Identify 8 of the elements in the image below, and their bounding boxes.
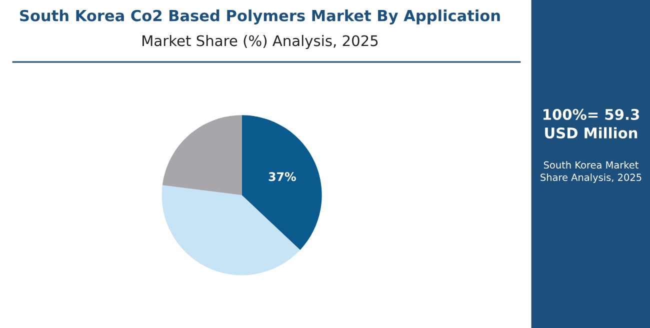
pie-slice [242, 115, 322, 250]
chart-subtitle: Market Share (%) Analysis, 2025 [142, 34, 378, 50]
pie-slice [162, 185, 300, 276]
chart-title: South Korea Co2 Based Polymers Market By Application [20, 10, 500, 24]
pie-slice [162, 115, 242, 196]
data-label: 37% [268, 172, 296, 182]
text: South Korea Market Share Analysis, 2025 [540, 161, 642, 183]
text: 100%= 59.3 USD Million [543, 108, 640, 139]
